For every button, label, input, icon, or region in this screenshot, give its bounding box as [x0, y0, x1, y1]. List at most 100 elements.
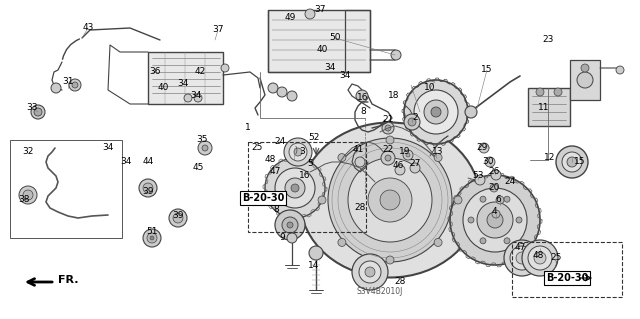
Text: 44: 44 [142, 158, 154, 167]
Text: B-20-30: B-20-30 [546, 273, 588, 283]
Circle shape [556, 146, 588, 178]
Circle shape [31, 105, 45, 119]
Text: 34: 34 [339, 71, 351, 80]
Circle shape [143, 229, 161, 247]
Circle shape [359, 261, 381, 283]
Text: 8: 8 [273, 205, 279, 214]
Circle shape [285, 178, 305, 198]
Circle shape [562, 152, 582, 172]
Text: 40: 40 [316, 46, 328, 55]
Circle shape [143, 183, 153, 193]
Circle shape [352, 254, 388, 290]
Circle shape [522, 240, 558, 276]
Circle shape [485, 157, 495, 167]
Text: 47: 47 [269, 167, 281, 176]
Text: 34: 34 [324, 63, 336, 72]
Circle shape [69, 79, 81, 91]
Text: 28: 28 [355, 204, 365, 212]
Text: 39: 39 [172, 211, 184, 220]
Text: 43: 43 [83, 24, 93, 33]
Circle shape [380, 190, 400, 210]
Circle shape [368, 178, 412, 222]
Circle shape [294, 148, 302, 156]
Circle shape [385, 125, 391, 131]
Circle shape [184, 94, 192, 102]
Text: 40: 40 [157, 84, 169, 93]
Circle shape [516, 217, 522, 223]
Circle shape [616, 66, 624, 74]
Circle shape [479, 143, 489, 153]
Text: 16: 16 [300, 172, 311, 181]
Circle shape [404, 114, 420, 130]
Circle shape [194, 94, 202, 102]
Circle shape [408, 118, 416, 126]
Circle shape [424, 100, 448, 124]
Circle shape [395, 165, 405, 175]
Circle shape [463, 188, 527, 252]
Text: 30: 30 [483, 158, 493, 167]
Circle shape [198, 141, 212, 155]
Text: 27: 27 [410, 160, 420, 168]
Circle shape [534, 252, 546, 264]
Text: 25: 25 [550, 254, 562, 263]
Circle shape [318, 196, 326, 204]
Text: 16: 16 [357, 93, 369, 102]
Text: 5: 5 [307, 160, 313, 168]
Circle shape [465, 106, 477, 118]
Circle shape [516, 252, 528, 264]
Circle shape [504, 240, 540, 276]
Circle shape [305, 9, 315, 19]
Text: 9: 9 [279, 234, 285, 242]
Bar [148, 52, 223, 104]
Circle shape [147, 233, 157, 243]
Circle shape [338, 153, 346, 162]
Text: 39: 39 [142, 188, 154, 197]
Circle shape [291, 184, 299, 192]
Circle shape [287, 222, 293, 228]
Text: 34: 34 [120, 158, 132, 167]
Circle shape [202, 145, 208, 151]
Circle shape [496, 196, 504, 204]
Text: 45: 45 [192, 164, 204, 173]
Text: 15: 15 [481, 65, 493, 75]
Text: 21: 21 [382, 115, 394, 124]
Text: 12: 12 [544, 153, 556, 162]
Circle shape [365, 267, 375, 277]
Circle shape [348, 158, 432, 242]
Text: 36: 36 [149, 68, 161, 77]
Circle shape [23, 190, 33, 200]
Circle shape [386, 136, 394, 144]
Bar [248, 142, 366, 232]
Text: 19: 19 [399, 147, 411, 157]
Text: 37: 37 [212, 26, 224, 34]
Circle shape [150, 236, 154, 240]
Bar [268, 10, 370, 72]
Circle shape [434, 238, 442, 246]
Bar [528, 88, 570, 126]
Text: 50: 50 [329, 33, 340, 42]
Text: 8: 8 [360, 108, 366, 116]
Circle shape [431, 107, 441, 117]
Circle shape [287, 91, 297, 101]
Circle shape [491, 170, 501, 180]
Circle shape [139, 179, 157, 197]
Circle shape [490, 184, 498, 192]
Text: 22: 22 [382, 145, 394, 154]
Circle shape [554, 88, 562, 96]
Text: 42: 42 [195, 68, 205, 77]
Text: 35: 35 [196, 136, 208, 145]
Circle shape [567, 157, 577, 167]
Text: 32: 32 [22, 147, 34, 157]
Text: 13: 13 [432, 147, 444, 157]
Circle shape [275, 210, 305, 240]
Circle shape [510, 246, 534, 270]
Circle shape [338, 238, 346, 246]
Text: 11: 11 [538, 103, 550, 113]
Circle shape [480, 238, 486, 244]
Text: 3: 3 [299, 147, 305, 157]
Ellipse shape [300, 122, 480, 278]
Circle shape [492, 210, 500, 218]
Circle shape [454, 196, 462, 204]
Text: 41: 41 [352, 145, 364, 154]
Circle shape [581, 64, 589, 72]
